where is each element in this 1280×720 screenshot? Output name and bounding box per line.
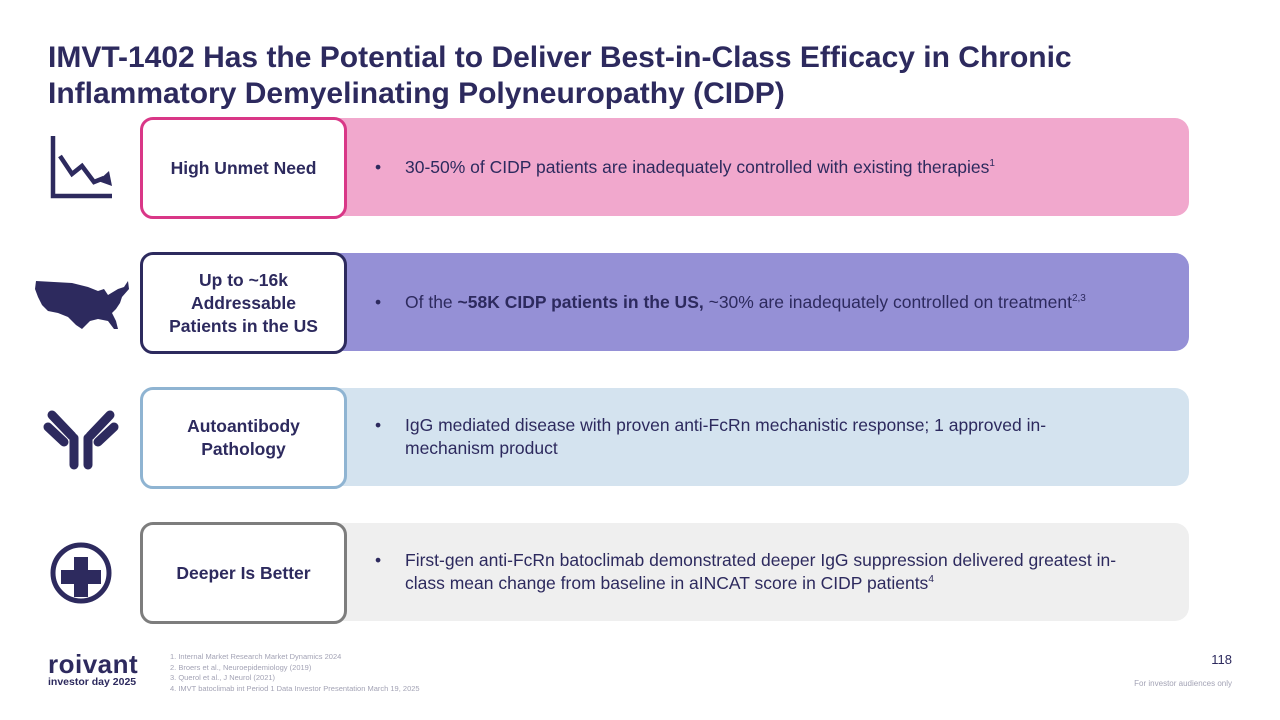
row-label: Up to ~16k Addressable Patients in the U… xyxy=(140,252,347,354)
row-text: • 30-50% of CIDP patients are inadequate… xyxy=(375,156,995,177)
us-map-icon xyxy=(32,267,132,339)
row-label: Deeper Is Better xyxy=(140,522,347,624)
bullet: • xyxy=(375,156,382,177)
row-label: High Unmet Need xyxy=(140,117,347,219)
row-text: • First-gen anti-FcRn batoclimab demonst… xyxy=(375,550,1117,593)
row-high-unmet-need: High Unmet Need • 30-50% of CIDP patient… xyxy=(0,117,1280,219)
footnote: 3. Querol et al., J Neurol (2021) xyxy=(170,673,276,682)
footnote: 4. IMVT batoclimab int Period 1 Data Inv… xyxy=(170,683,420,693)
row-deeper-is-better: Deeper Is Better • First-gen anti-FcRn b… xyxy=(0,522,1280,624)
antibody-icon xyxy=(32,402,132,474)
row-text: • Of the ~58K CIDP patients in the US, ~… xyxy=(375,291,1086,312)
page-number: 118 xyxy=(1211,652,1232,667)
footnote: 1. Internal Market Research Market Dynam… xyxy=(170,652,342,661)
bullet: • xyxy=(375,291,382,312)
medical-cross-icon xyxy=(32,537,132,609)
bullet: • xyxy=(375,550,382,570)
footnotes: 1. Internal Market Research Market Dynam… xyxy=(170,652,670,694)
page-title: IMVT-1402 Has the Potential to Deliver B… xyxy=(48,41,1072,110)
bullet: • xyxy=(375,415,382,435)
row-autoantibody: Autoantibody Pathology • IgG mediated di… xyxy=(0,387,1280,489)
row-label: Autoantibody Pathology xyxy=(140,387,347,489)
logo-word: roivant xyxy=(48,649,139,679)
row-text: • IgG mediated disease with proven anti-… xyxy=(375,415,1047,458)
logo-subtitle: investor day 2025 xyxy=(48,676,137,688)
row-addressable-patients: Up to ~16k Addressable Patients in the U… xyxy=(0,252,1280,354)
roivant-logo: roivant investor day 2025 xyxy=(48,649,158,688)
disclaimer: For investor audiences only xyxy=(1134,679,1232,688)
declining-chart-icon xyxy=(32,132,132,204)
footnote: 2. Broers et al., Neuroepidemiology (201… xyxy=(170,662,312,672)
